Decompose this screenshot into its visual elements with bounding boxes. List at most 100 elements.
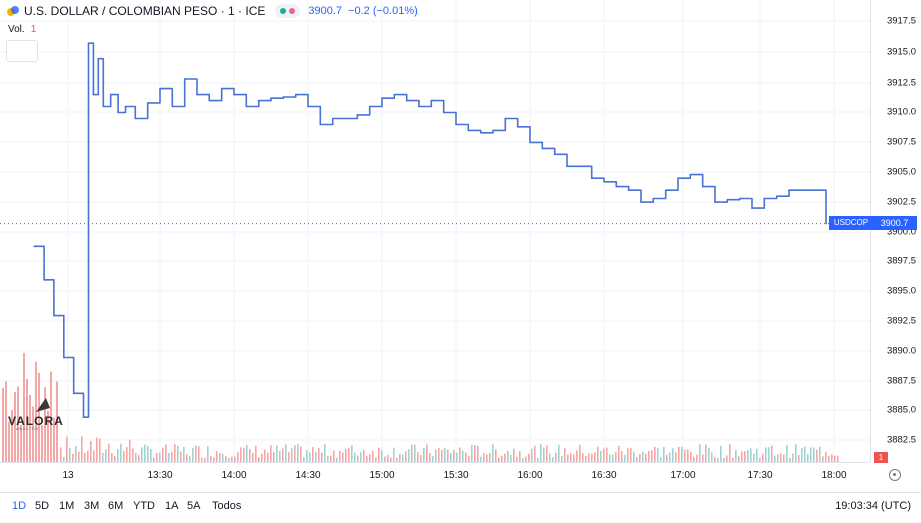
- price-point: [455, 123, 457, 126]
- volume-bar: [231, 456, 233, 462]
- volume-bar: [399, 454, 401, 462]
- volume-bar: [366, 455, 368, 462]
- volume-bar: [441, 449, 443, 462]
- range-button-5a[interactable]: 5A: [187, 500, 201, 512]
- volume-bar: [516, 456, 518, 462]
- volume-bar: [99, 438, 101, 462]
- price-point: [134, 117, 137, 120]
- volume-bar: [780, 453, 782, 462]
- volume-bar: [528, 453, 530, 462]
- time-tick: 16:30: [591, 470, 617, 481]
- volume-bar: [435, 449, 437, 462]
- volume-bar: [834, 455, 836, 462]
- volume-bar: [498, 457, 500, 462]
- volume-bar: [384, 456, 386, 462]
- volume-bar: [216, 451, 218, 462]
- volume-bar: [156, 452, 158, 462]
- price-point: [812, 189, 815, 191]
- volume-bar: [405, 451, 407, 462]
- volume-bar: [729, 444, 731, 462]
- volume-bar: [660, 456, 662, 462]
- range-button-ytd[interactable]: YTD: [133, 500, 155, 512]
- price-point: [102, 105, 105, 108]
- volume-bar: [477, 445, 479, 462]
- volume-bar: [225, 456, 227, 462]
- volume-bar: [624, 454, 626, 462]
- volume-bar: [249, 449, 251, 462]
- volume-bar: [414, 444, 416, 462]
- price-point: [381, 97, 383, 99]
- volume-bar: [111, 453, 113, 462]
- price-point: [652, 197, 655, 200]
- range-button-todos[interactable]: Todos: [212, 500, 242, 512]
- volume-bar: [579, 444, 581, 462]
- range-button-5d[interactable]: 5D: [35, 500, 50, 512]
- price-point: [541, 147, 544, 150]
- price-tick: 3885.0: [886, 404, 916, 416]
- range-button-1d[interactable]: 1D: [12, 500, 27, 512]
- price-chart[interactable]: [0, 0, 870, 462]
- volume-bar: [666, 454, 668, 462]
- volume-bar: [420, 455, 422, 462]
- header-change: −0.2 (−0.01%): [348, 5, 418, 17]
- price-point: [603, 181, 605, 183]
- volume-bar: [336, 457, 338, 462]
- time-axis[interactable]: 13 13:30 14:00 14:30 15:00 15:30 16:00 1…: [0, 462, 870, 491]
- volume-bar: [204, 457, 206, 462]
- volume-bar: [23, 352, 25, 462]
- axis-settings-icon[interactable]: [889, 469, 901, 481]
- volume-bar: [537, 457, 539, 462]
- volume-bar: [735, 450, 737, 462]
- volume-bar: [102, 452, 104, 462]
- volume-bar: [558, 444, 560, 462]
- range-button-1m[interactable]: 1M: [59, 500, 75, 512]
- price-point: [356, 114, 359, 116]
- chart-area[interactable]: [0, 0, 870, 462]
- volume-bar: [825, 451, 827, 462]
- volume-legend: Vol. 1: [8, 24, 36, 35]
- volume-bar: [387, 454, 389, 462]
- volume-bar: [753, 453, 755, 462]
- price-point: [825, 222, 827, 225]
- range-button-3m[interactable]: 3M: [84, 500, 100, 512]
- price-point: [788, 189, 790, 191]
- volume-bar: [35, 361, 37, 462]
- volume-bar: [426, 444, 428, 462]
- volume-bar: [615, 451, 617, 462]
- volume-bar: [11, 410, 13, 462]
- volume-bar: [609, 454, 611, 462]
- volume-bar: [90, 440, 92, 462]
- status-pill[interactable]: [275, 4, 301, 18]
- volume-bar: [687, 449, 689, 462]
- volume-bar: [189, 455, 191, 462]
- volume-bar: [210, 455, 212, 462]
- volume-bar: [174, 444, 176, 462]
- volume-bar: [765, 447, 767, 462]
- price-point: [479, 132, 482, 134]
- collapse-legend-button[interactable]: [6, 40, 38, 62]
- volume-bar: [318, 447, 320, 462]
- volume-bar: [342, 452, 344, 462]
- volume-bar: [462, 450, 464, 462]
- price-tick: 3882.5: [886, 434, 916, 446]
- chart-legend-header: U.S. DOLLAR / COLOMBIAN PESO · 1 · ICE 3…: [6, 2, 418, 20]
- range-button-1a[interactable]: 1A: [165, 500, 179, 512]
- volume-bar: [183, 446, 185, 462]
- volume-bar: [144, 444, 146, 462]
- volume-bar: [621, 451, 623, 462]
- volume-bar: [561, 455, 563, 462]
- volume-bar: [831, 454, 833, 462]
- utc-clock[interactable]: 19:03:34 (UTC): [835, 500, 911, 512]
- volume-bar: [17, 386, 19, 462]
- volume-bar: [681, 446, 683, 462]
- price-point: [368, 105, 371, 108]
- volume-label: Vol.: [8, 24, 25, 35]
- range-button-6m[interactable]: 6M: [108, 500, 124, 512]
- volume-bar: [378, 447, 380, 462]
- price-point: [664, 189, 667, 191]
- price-axis[interactable]: 3917.5 3915.0 3912.5 3910.0 3907.5 3905.…: [870, 0, 921, 462]
- volume-bar: [645, 453, 647, 462]
- price-point: [689, 173, 692, 176]
- volume-bar: [243, 447, 245, 462]
- time-tick: 14:30: [295, 470, 321, 481]
